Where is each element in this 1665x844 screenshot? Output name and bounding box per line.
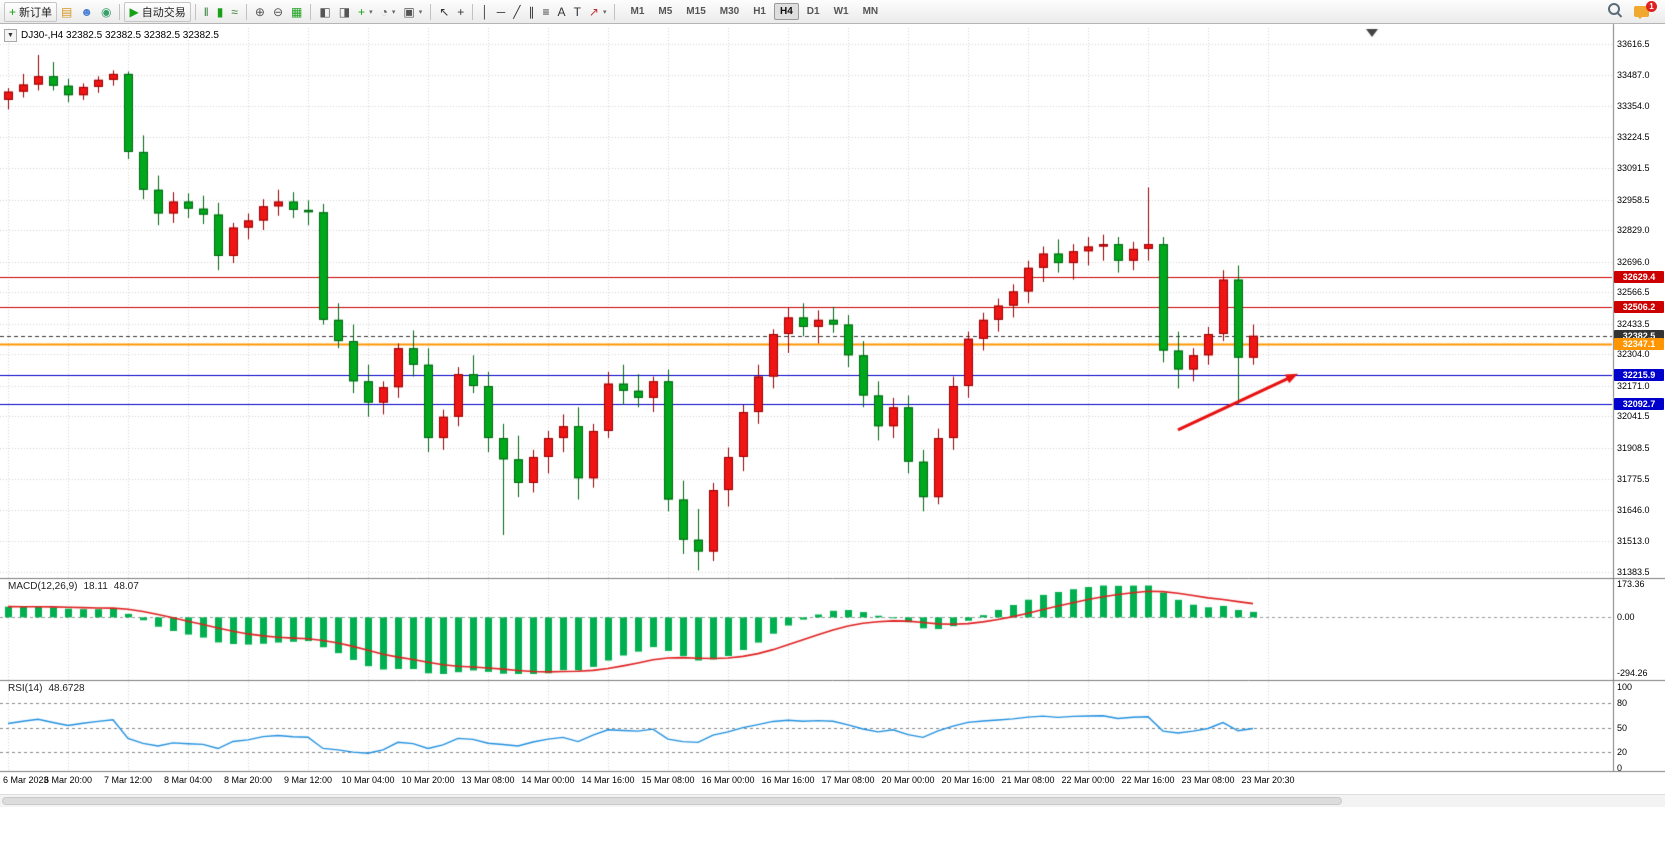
scrollbar-thumb[interactable]	[2, 797, 1342, 805]
zoom-in-icon: ⊕	[254, 4, 265, 19]
bar-chart-type-icon: ‖	[203, 4, 209, 19]
chart-menu-toggle[interactable]: ▼	[4, 29, 17, 42]
trendline-icon: ╱	[513, 4, 521, 19]
text-icon[interactable]: A	[554, 2, 570, 22]
chevron-down-icon: ▾	[369, 8, 373, 16]
magnifier-glass	[1607, 2, 1622, 17]
search-icon[interactable]	[1607, 2, 1622, 22]
vertical-line-icon: │	[481, 4, 489, 19]
bar-chart-type-icon[interactable]: ‖	[200, 2, 213, 22]
clock-icon[interactable]: ◔ ▾	[377, 2, 400, 22]
horizontal-scrollbar[interactable]	[0, 794, 1665, 807]
timeframe-m30-button[interactable]: M30	[719, 6, 740, 17]
timeframe-w1-button[interactable]: W1	[833, 6, 849, 17]
toolbar-separator	[430, 3, 432, 20]
timeframe-d1-button[interactable]: D1	[806, 6, 820, 17]
tile-windows-icon[interactable]: ▦	[287, 2, 306, 22]
rsi-name: RSI(14)	[8, 683, 43, 694]
window-tile-icon: ◨	[338, 4, 351, 19]
text-icon: A	[557, 4, 566, 19]
toolbar-separator	[310, 3, 312, 20]
crosshair-icon: +	[457, 4, 465, 19]
rsi-panel-label: RSI(14) 48.6728	[8, 683, 85, 694]
chevron-down-icon: ▾	[391, 8, 396, 16]
chat-bubble-shape	[1634, 6, 1649, 19]
open-chart-icon: ▤	[61, 4, 73, 19]
toolbar-separator	[472, 3, 474, 20]
timeframe-m15-button[interactable]: M15	[686, 6, 706, 17]
zoom-out-icon[interactable]: ⊖	[269, 2, 287, 22]
tile-windows-icon: ▦	[291, 4, 303, 19]
algo-trading-button-label: 自动交易	[141, 6, 186, 19]
macd-value-main: 18.11	[83, 581, 108, 592]
toolbar-separator	[245, 3, 247, 20]
equidistant-channel-icon[interactable]: ∥	[525, 2, 539, 22]
timeframe-m5-button[interactable]: M5	[658, 6, 673, 17]
fibonacci-icon[interactable]: ≡	[539, 2, 554, 22]
add-indicator-icon[interactable]: + ▾	[354, 2, 377, 22]
new-order-button[interactable]: + 新订单	[4, 1, 58, 22]
arrows-tool-icon[interactable]: ↗ ▾	[585, 2, 611, 22]
cursor-icon[interactable]: ↖	[435, 2, 453, 22]
cursor-icon: ↖	[439, 4, 450, 19]
timeframe-mn-button[interactable]: MN	[862, 6, 879, 17]
horizontal-line-icon: ─	[496, 4, 506, 19]
window-cascade-icon: ◧	[319, 4, 331, 19]
crosshair-icon[interactable]: +	[453, 2, 468, 22]
toolbar-right-group: 1	[1607, 1, 1661, 22]
label-icon[interactable]: T	[570, 2, 585, 22]
chevron-down-icon: ▾	[602, 8, 607, 16]
timeframe-h4-button[interactable]: H4	[774, 3, 799, 20]
vertical-line-icon[interactable]: │	[477, 2, 493, 22]
toolbar: + 新订单 ▤ ☻ ◉ ▶ 自动交易 ‖ ▮ ≈ ⊕ ⊖ ▦ ◧ ◨ + ▾ ◔ ▾ ▣ ▾ ↖ + │ ─ ╱ ∥ ≡ A T ↗ ▾ M1…	[0, 0, 1665, 24]
new-order-button-label: 新订单	[19, 6, 53, 19]
window-tile-icon[interactable]: ◨	[335, 2, 354, 22]
label-icon: T	[573, 4, 581, 19]
zoom-in-icon[interactable]: ⊕	[251, 2, 269, 22]
rsi-value: 48.6728	[48, 683, 85, 694]
macd-name: MACD(12,26,9)	[8, 581, 78, 592]
macd-panel-label: MACD(12,26,9) 18.11 48.07	[8, 581, 139, 592]
line-chart-type-icon[interactable]: ≈	[227, 2, 242, 22]
window-cascade-icon[interactable]: ◧	[315, 2, 334, 22]
profile-icon: ☻	[80, 4, 93, 19]
toolbar-separator	[194, 3, 196, 20]
symbol-ohlc-label: DJ30-,H4 32382.5 32382.5 32382.5 32382.5	[21, 30, 219, 41]
toolbar-separator	[119, 3, 121, 20]
trendline-icon[interactable]: ╱	[509, 2, 524, 22]
algo-trading-button[interactable]: ▶ 自动交易	[124, 1, 191, 22]
timeframe-m1-button[interactable]: M1	[630, 6, 645, 17]
chart-snapshot-icon[interactable]: ▣ ▾	[399, 2, 426, 22]
toolbar-separator	[614, 3, 616, 20]
algo-trading-icon: ▶	[129, 4, 139, 19]
chat-icon[interactable]: 1	[1634, 1, 1657, 20]
arrows-tool-icon: ↗	[588, 4, 599, 19]
timeframe-group: M1 M5 M15 M30 H1 H4 D1 W1 MN	[623, 3, 885, 20]
fibonacci-icon: ≡	[542, 4, 550, 19]
community-icon: ◉	[101, 4, 112, 19]
symbol-row: ▼ DJ30-,H4 32382.5 32382.5 32382.5 32382…	[4, 29, 219, 42]
horizontal-line-icon[interactable]: ─	[493, 2, 510, 22]
profile-icon[interactable]: ☻	[76, 2, 97, 22]
open-chart-icon[interactable]: ▤	[57, 2, 76, 22]
line-chart-type-icon: ≈	[231, 4, 238, 19]
notification-badge: 1	[1646, 1, 1657, 12]
equidistant-channel-icon: ∥	[528, 4, 535, 19]
toolbar-main-group: + 新订单 ▤ ☻ ◉ ▶ 自动交易 ‖ ▮ ≈ ⊕ ⊖ ▦ ◧ ◨ + ▾ ◔ ▾ ▣ ▾ ↖ + │ ─ ╱ ∥ ≡ A T ↗ ▾	[4, 1, 619, 22]
candlestick-type-icon[interactable]: ▮	[213, 2, 228, 22]
chevron-down-icon: ▾	[418, 8, 423, 16]
add-indicator-icon: +	[358, 4, 366, 19]
clock-icon: ◔	[380, 4, 388, 19]
community-icon[interactable]: ◉	[97, 2, 115, 22]
chart-snapshot-icon: ▣	[403, 4, 415, 19]
timeframe-h1-button[interactable]: H1	[753, 6, 766, 17]
zoom-out-icon: ⊖	[272, 4, 284, 19]
new-order-icon: +	[9, 4, 17, 19]
candlestick-type-icon: ▮	[216, 4, 224, 19]
macd-value-signal: 48.07	[113, 581, 139, 592]
